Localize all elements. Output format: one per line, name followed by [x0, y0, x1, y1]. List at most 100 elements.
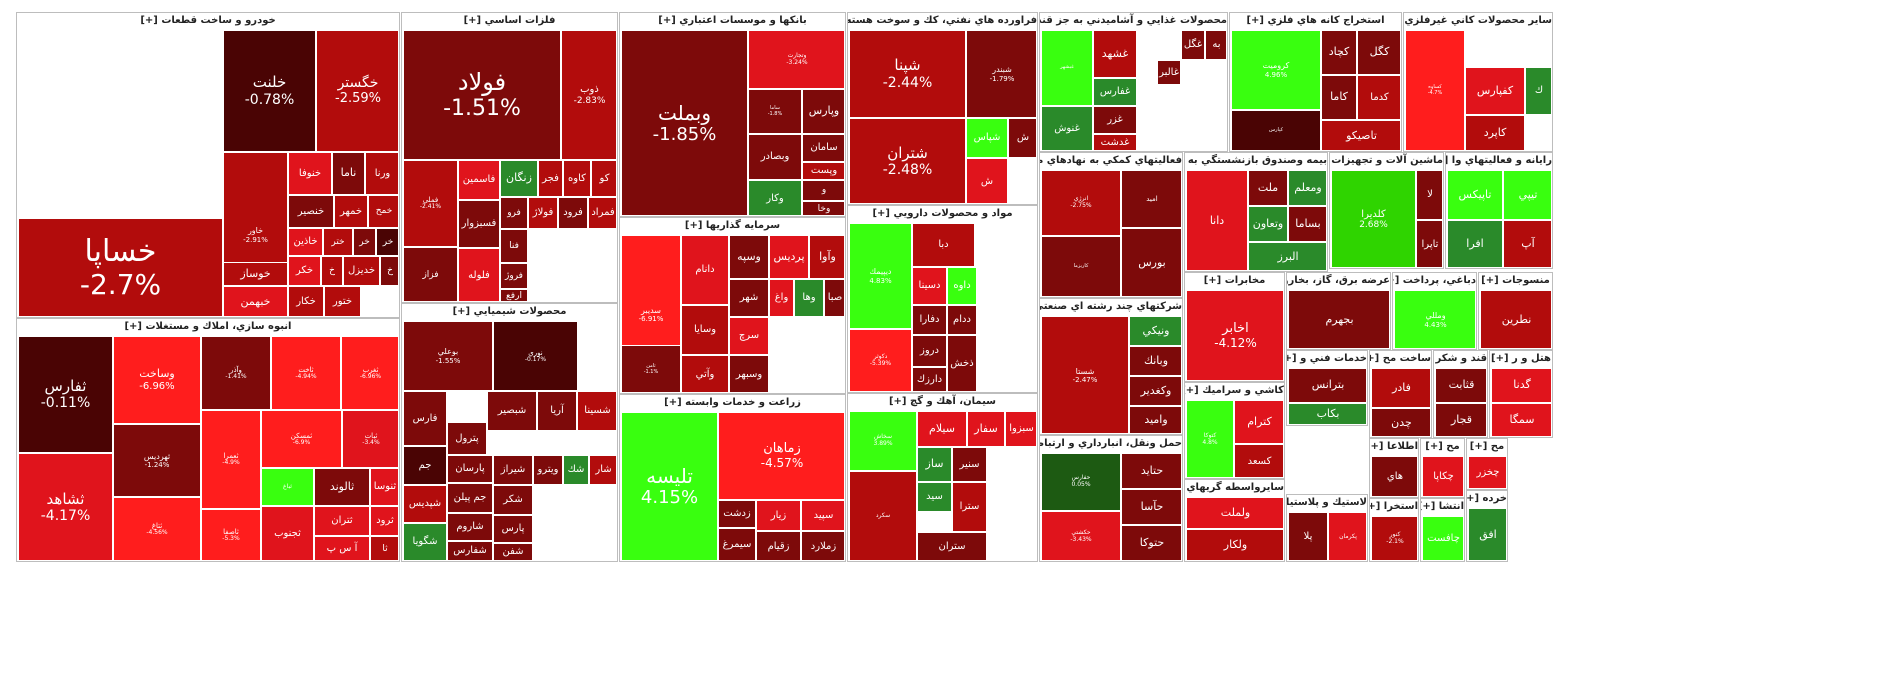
stock-tile[interactable]: كاپرد	[1465, 115, 1525, 150]
stock-tile[interactable]: ثاخت -4.94%	[271, 336, 341, 410]
stock-tile[interactable]: شپاس	[966, 118, 1008, 158]
sector-title[interactable]: مخابرات [+]	[1185, 273, 1284, 289]
stock-tile[interactable]: فنا	[500, 229, 528, 263]
stock-tile[interactable]: شفارس	[447, 541, 493, 560]
stock-tile[interactable]: غشهد	[1093, 30, 1137, 78]
stock-tile[interactable]: ولكار	[1186, 529, 1283, 560]
stock-tile[interactable]: فلوله	[458, 248, 500, 301]
sector-title[interactable]: خدمات فني و [+]	[1287, 351, 1367, 367]
stock-tile[interactable]: تاپيكس	[1447, 170, 1503, 220]
stock-tile[interactable]: سپيد	[801, 500, 844, 531]
stock-tile[interactable]: ساز	[917, 447, 952, 482]
stock-tile[interactable]: ددام	[947, 305, 977, 335]
stock-tile[interactable]: ش	[966, 158, 1008, 203]
stock-tile[interactable]: شار	[589, 455, 616, 485]
stock-tile[interactable]: حآسا	[1121, 489, 1181, 525]
stock-tile[interactable]: ختور	[324, 286, 361, 316]
stock-tile[interactable]: فجر	[538, 160, 563, 197]
stock-tile[interactable]: ثالوند	[314, 468, 370, 506]
stock-tile[interactable]: خلنت -0.78%	[223, 30, 316, 152]
stock-tile[interactable]: كنور -2.1%	[1371, 516, 1417, 560]
stock-tile[interactable]: اميد	[1121, 170, 1181, 228]
sector-title[interactable]: بيمه وصندوق بازنشستگي به جزتام [+]	[1185, 153, 1327, 169]
sector-title[interactable]: مح [+]	[1421, 439, 1464, 455]
stock-tile[interactable]: كو	[591, 160, 616, 197]
stock-tile[interactable]: شستا -2.47%	[1041, 316, 1129, 433]
stock-tile[interactable]: ولملت	[1186, 497, 1283, 529]
stock-tile[interactable]: كسعد	[1234, 444, 1283, 477]
sector-title[interactable]: ساخت مح [+]	[1370, 351, 1431, 367]
stock-tile[interactable]: گدنا	[1491, 368, 1551, 403]
stock-tile[interactable]: خمح	[368, 195, 398, 228]
sector-title[interactable]: خرده [+]	[1467, 491, 1507, 507]
stock-tile[interactable]: كفپارس	[1465, 67, 1525, 115]
sector-title[interactable]: سرمايه گذاريها [+]	[620, 218, 845, 234]
stock-tile[interactable]: ثهرديس -1.24%	[113, 424, 201, 497]
stock-tile[interactable]: غبشهر	[1041, 30, 1093, 106]
stock-tile[interactable]: خبهمن	[223, 286, 288, 316]
stock-tile[interactable]: ثتران	[314, 506, 370, 536]
stock-tile[interactable]: واغ	[769, 279, 794, 317]
sector-title[interactable]: ساير محصولات كاني غيرفلزي [+]	[1404, 13, 1552, 29]
sector-title[interactable]: هتل و ر [+]	[1490, 351, 1552, 367]
stock-tile[interactable]: چافست	[1422, 516, 1463, 560]
stock-tile[interactable]: ذخش	[947, 335, 977, 391]
stock-tile[interactable]: وسپه	[729, 235, 769, 279]
stock-tile[interactable]: وآتي	[681, 355, 729, 392]
stock-tile[interactable]: كساوه -4.7%	[1405, 30, 1465, 150]
stock-tile[interactable]: آپ	[1503, 220, 1551, 267]
stock-tile[interactable]: غدشت	[1093, 134, 1137, 150]
stock-tile[interactable]: وآوا	[809, 235, 844, 279]
stock-tile[interactable]: كگل	[1357, 30, 1400, 75]
stock-tile[interactable]: ك	[1525, 67, 1551, 115]
stock-tile[interactable]: دكوثر -5.39%	[849, 329, 912, 391]
stock-tile[interactable]: حفارس 0.05%	[1041, 453, 1121, 511]
stock-tile[interactable]: فمراد	[588, 197, 616, 229]
sector-title[interactable]: دباغي، پرداخت [+]	[1393, 273, 1476, 289]
stock-tile[interactable]: وسايا	[681, 305, 729, 355]
stock-tile[interactable]: زنگان	[500, 160, 538, 197]
stock-tile[interactable]: ثعمرا -4.9%	[201, 410, 261, 509]
stock-tile[interactable]: جم پيلن	[447, 483, 493, 513]
stock-tile[interactable]: تاصيكو	[1321, 120, 1400, 150]
stock-tile[interactable]: فاسمين	[458, 160, 500, 200]
stock-tile[interactable]: وبصادر	[748, 134, 802, 180]
stock-tile[interactable]: وخا	[802, 201, 844, 215]
stock-tile[interactable]: تيپي	[1503, 170, 1551, 220]
stock-tile[interactable]: ساما -1.8%	[748, 89, 802, 134]
stock-tile[interactable]: وكار	[748, 180, 802, 215]
stock-tile[interactable]: شهر	[729, 279, 769, 317]
stock-tile[interactable]: نطرين	[1480, 290, 1551, 348]
sector-title[interactable]: انبوه سازي، املاك و مستغلات [+]	[17, 319, 399, 335]
stock-tile[interactable]: ديپيمك 4.83%	[849, 223, 912, 329]
sector-title[interactable]: عرضه برق، گاز، بخاروآ [+]	[1287, 273, 1390, 289]
stock-tile[interactable]: ثتاغ -4.56%	[113, 497, 201, 560]
stock-tile[interactable]: افرا	[1447, 220, 1503, 267]
stock-tile[interactable]: شبصير	[487, 391, 537, 431]
stock-tile[interactable]: افق	[1468, 508, 1506, 560]
stock-tile[interactable]: دفارا	[912, 305, 947, 335]
stock-tile[interactable]: هاي	[1371, 456, 1417, 496]
stock-tile[interactable]: سيلام	[917, 411, 967, 447]
stock-tile[interactable]: ورنا	[365, 152, 398, 195]
stock-tile[interactable]: خ	[380, 256, 398, 286]
sector-title[interactable]: مح [+]	[1467, 439, 1507, 455]
stock-tile[interactable]: آريا	[537, 391, 577, 431]
stock-tile[interactable]: ثبات -3.4%	[342, 410, 398, 468]
stock-tile[interactable]: بساما	[1288, 206, 1326, 242]
sector-title[interactable]: استخرا [+]	[1370, 499, 1418, 515]
stock-tile[interactable]: غفارس	[1093, 78, 1137, 106]
stock-tile[interactable]: آ س پ	[314, 536, 370, 560]
sector-title[interactable]: سايرواسطه گريهاي [+]	[1185, 480, 1284, 496]
stock-tile[interactable]: شك	[563, 455, 589, 485]
stock-tile[interactable]: وپارس	[802, 89, 844, 134]
stock-tile[interactable]: بكاب	[1288, 403, 1366, 424]
sector-title[interactable]: فعاليتهاي كمكي به نهادهاي مالي [+]	[1040, 153, 1182, 169]
stock-tile[interactable]: كلديرا 2.68%	[1331, 170, 1416, 267]
stock-tile[interactable]: ويترو	[533, 455, 563, 485]
stock-tile[interactable]: بترانس	[1288, 368, 1366, 403]
stock-tile[interactable]: ثباغ	[261, 468, 314, 506]
stock-tile[interactable]: فرود	[558, 197, 588, 229]
stock-tile[interactable]: كاما	[1321, 75, 1357, 120]
stock-tile[interactable]: فولاژ	[528, 197, 558, 229]
